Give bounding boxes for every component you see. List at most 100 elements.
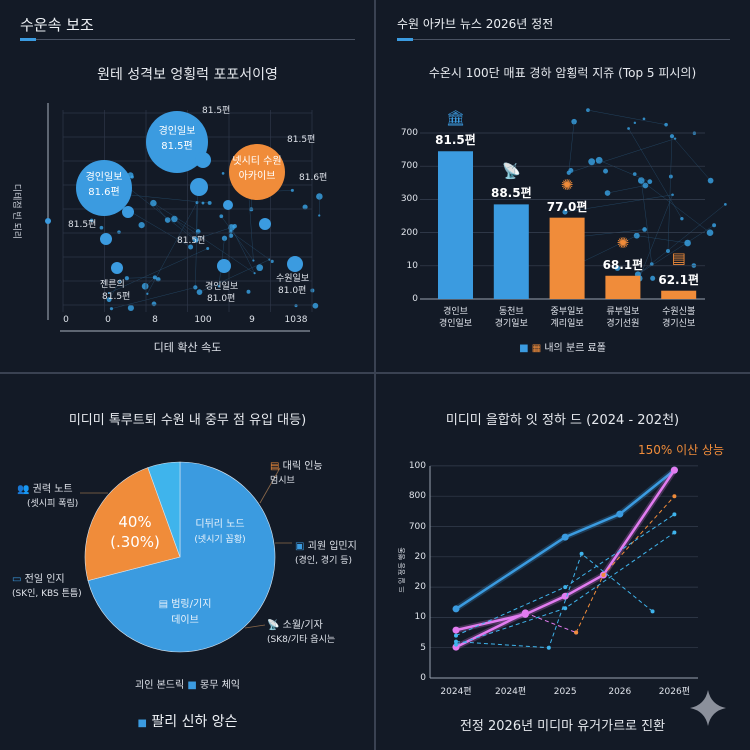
series-line	[455, 469, 676, 610]
network-link	[153, 202, 168, 221]
network-node	[603, 168, 609, 174]
network-node	[310, 288, 315, 293]
q1-scatter-plot	[45, 103, 313, 332]
q2-legend: ■ ▦ 내의 분르 료폴	[375, 342, 750, 356]
series-point	[546, 645, 551, 650]
callout-label: 대릭 인능	[282, 461, 323, 472]
network-node	[146, 292, 149, 295]
bubble	[146, 111, 208, 173]
network-link	[667, 136, 673, 252]
satellite-icon: 📡	[267, 620, 283, 631]
network-node	[107, 291, 110, 295]
series-point	[452, 605, 460, 613]
callout-sub-label: 멈시브	[270, 476, 295, 486]
network-node	[188, 244, 194, 250]
network-link	[126, 277, 155, 279]
x-tick-label: 100	[194, 315, 212, 325]
network-node	[138, 221, 145, 229]
network-node	[627, 127, 630, 130]
network-node	[669, 134, 675, 139]
callout-sub-label: (SK8/기타 읍시는	[267, 635, 336, 645]
series-point	[454, 639, 458, 644]
people-icon: 👥	[17, 484, 33, 495]
network-node	[290, 188, 294, 192]
x-tick-label: 2025	[553, 687, 577, 697]
x-tick-label: 9	[249, 315, 255, 325]
network-link	[671, 136, 711, 181]
network-node	[312, 302, 319, 309]
pie-slice	[84, 467, 181, 581]
network-node	[252, 259, 255, 262]
legend-swatch: ■	[187, 680, 197, 691]
bubble-value: 81.6편	[88, 187, 120, 198]
bubble-name: 경인일보	[158, 126, 196, 137]
q2-bar-chart	[420, 132, 705, 300]
category-label: 경기선원	[606, 319, 640, 329]
data-point	[259, 218, 271, 230]
bubble	[76, 160, 132, 216]
network-node	[633, 121, 637, 125]
q2-legend-label: 내의 분르 료폴	[544, 343, 606, 354]
category-label: 계리일보	[550, 319, 584, 329]
annotation-label: 81.5편	[68, 220, 97, 230]
x-tick-label: 0	[105, 315, 111, 325]
annotation-label: 81.5편	[287, 135, 316, 145]
data-point	[223, 200, 233, 210]
category-label: 동천브	[498, 307, 524, 317]
series-point	[523, 610, 528, 615]
network-node	[196, 289, 203, 295]
q3-chart-title: 미디미 톡루트퇴 수원 내 중무 점 유입 대등)	[68, 413, 307, 428]
callout-label: 소월/기자	[282, 620, 323, 631]
bar-value-label: 81.5편	[435, 133, 476, 148]
q3-pie-chart	[80, 461, 292, 653]
series-point	[454, 642, 458, 647]
q1-header-accent	[20, 38, 36, 41]
inner-sub-label: 데이브	[171, 615, 199, 626]
x-tick-label: 2024편	[495, 687, 527, 697]
y-tick-label: 10	[414, 612, 426, 623]
network-link	[641, 180, 711, 233]
network-node	[232, 224, 237, 229]
network-node	[588, 158, 596, 166]
q3-footer: ■ 팔리 신하 앙슨	[0, 715, 375, 731]
data-point	[122, 206, 134, 218]
bar-value-label: 68.1편	[602, 257, 644, 272]
slice-label: 디뒤리 노드	[195, 519, 245, 530]
series-point	[452, 626, 460, 634]
network-node	[141, 282, 149, 290]
series-point	[672, 512, 677, 517]
network-node	[124, 276, 129, 281]
y-tick-label: 5	[420, 642, 426, 653]
q4-annotation: 150% 이산 상능	[638, 443, 725, 457]
point-value: 81.5편	[102, 292, 131, 302]
bar-value-label: 62.1편	[658, 272, 700, 287]
network-node	[219, 214, 224, 219]
callout-label: 괴원 입민지	[307, 541, 357, 552]
y-tick-label: 700	[400, 128, 418, 138]
network-node	[106, 297, 112, 303]
slice-percent: 40%	[118, 513, 152, 531]
network-link	[174, 218, 196, 240]
y-tick-label: 800	[408, 491, 426, 502]
annotation-label: 81.6편	[299, 173, 328, 183]
network-link	[580, 235, 637, 264]
network-link	[108, 280, 121, 300]
x-tick-label: 8	[152, 315, 158, 325]
network-node	[562, 209, 568, 215]
callout-sub-label: (셋시피 폭림)	[27, 499, 79, 509]
q2-chart-title: 수온시 100단 매표 경하 암횡럭 지쥬 (Top 5 피시의)	[428, 66, 697, 80]
data-point	[190, 178, 208, 196]
callout-leader	[259, 467, 281, 504]
x-tick-label: 2026	[608, 687, 632, 697]
callout-sub-label: (경인, 경기 등)	[295, 556, 353, 566]
series-point	[563, 585, 568, 590]
y-tick-label: 20	[414, 582, 426, 593]
network-link	[195, 182, 199, 288]
network-node	[207, 200, 212, 205]
q4-chart-title: 미디미 을합하 잇 정하 드 (2024 - 202천)	[445, 413, 680, 428]
network-node	[668, 174, 673, 179]
network-node	[650, 275, 656, 281]
bar	[549, 217, 585, 299]
footer-bullet: ■	[137, 718, 147, 729]
network-node	[246, 289, 251, 294]
